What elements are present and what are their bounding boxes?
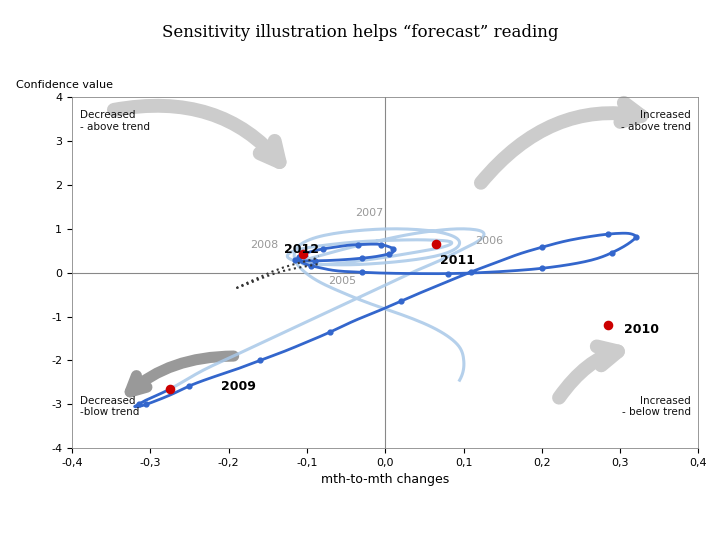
Point [442,269,454,278]
Point [254,356,266,365]
Text: Decreased
- above trend: Decreased - above trend [80,110,150,132]
Point [395,297,407,306]
Point [325,328,336,336]
Point [431,240,442,248]
Text: 2008: 2008 [250,240,278,251]
Text: 2006: 2006 [475,236,503,246]
Point [603,230,614,238]
Point [536,264,547,273]
Text: Confidence value: Confidence value [16,80,112,90]
Point [603,321,614,329]
Text: 10    Erik Slentoe, Statistics Denmark, ECFIN Workshop, Bruxelles Nov. 2012: 10 Erik Slentoe, Statistics Denmark, ECF… [14,523,359,531]
Text: Increased
- above trend: Increased - above trend [621,110,690,132]
Point [387,244,399,253]
Point [184,382,195,390]
Point [376,240,387,249]
Point [140,400,152,409]
Point [466,267,477,276]
Text: 2007: 2007 [356,208,384,219]
Point [356,268,367,276]
Point [606,248,618,257]
Point [164,384,176,393]
Point [630,232,642,241]
Point [289,255,301,264]
Text: Decreased
-blow trend: Decreased -blow trend [80,395,139,417]
Text: STATISTICS
DENMARK: STATISTICS DENMARK [650,517,698,537]
Text: Increased
- below trend: Increased - below trend [621,395,690,417]
Text: 2005: 2005 [328,276,356,287]
Text: 2009: 2009 [221,380,256,393]
Text: 2011: 2011 [440,254,475,267]
Text: 2012: 2012 [284,244,319,256]
Point [536,243,547,252]
Point [352,240,364,249]
Point [305,261,317,270]
Point [317,245,328,253]
Point [132,400,144,409]
Point [293,253,305,262]
Point [309,256,320,265]
Point [383,249,395,258]
Text: Sensitivity illustration helps “forecast” reading: Sensitivity illustration helps “forecast… [162,24,558,41]
Point [164,384,176,393]
Text: 2010: 2010 [624,323,659,336]
Point [356,254,367,262]
X-axis label: mth-to-mth changes: mth-to-mth changes [321,474,449,487]
Point [297,250,309,259]
